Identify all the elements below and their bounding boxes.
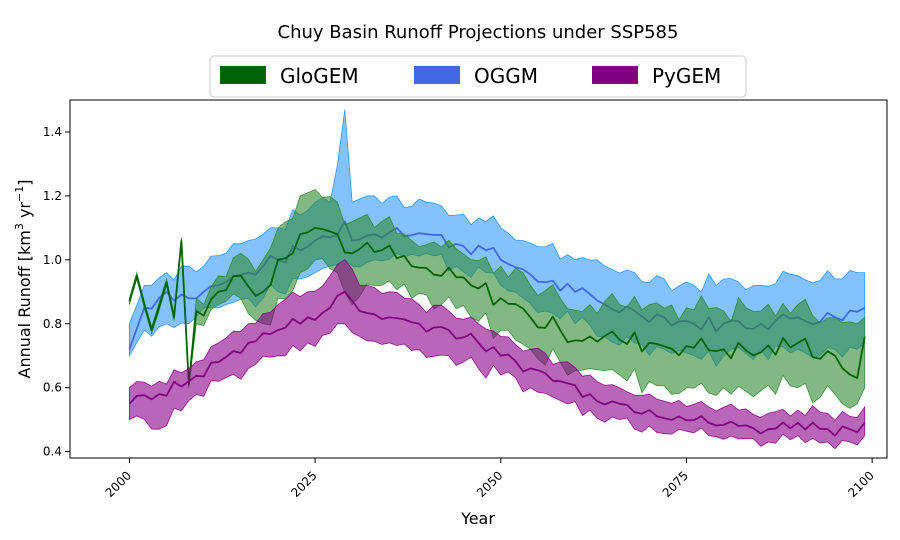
y-tick-label-1: 1.0 (43, 253, 62, 267)
legend-label-oggm: OGGM (474, 64, 538, 88)
x-tick-label-2025: 2025 (288, 468, 319, 499)
plot-frame (69, 99, 888, 459)
plot-area (69, 99, 888, 459)
glogem-median-line (128, 227, 866, 386)
chart-legend: GloGEM OGGM PyGEM (209, 55, 747, 98)
y-axis-label-mid: yr (15, 202, 34, 224)
y-axis-label-sup-neg1: −1 (13, 186, 26, 202)
legend-swatch-pygem (592, 66, 638, 84)
y-axis: 0.4 0.6 0.8 1.0 1.2 1.4 (43, 125, 70, 459)
y-axis-label: Annual Runoff [km3 yr−1] (13, 180, 34, 379)
legend-label-pygem: PyGEM (652, 64, 721, 88)
x-axis: 2000 2025 2050 2075 2100 (103, 458, 877, 500)
x-axis-label: Year (460, 509, 495, 528)
y-axis-label-sup-3: 3 (13, 223, 26, 230)
chart-title: Chuy Basin Runoff Projections under SSP5… (278, 22, 679, 43)
y-tick-label-0.8: 0.8 (43, 317, 62, 331)
y-tick-label-0.6: 0.6 (43, 381, 62, 395)
legend-label-glogem: GloGEM (280, 64, 359, 88)
x-tick-label-2075: 2075 (660, 468, 691, 499)
x-tick-label-2100: 2100 (845, 468, 876, 499)
y-tick-label-1.4: 1.4 (43, 125, 62, 139)
y-tick-label-0.4: 0.4 (43, 445, 62, 459)
pygem-median-line (128, 290, 866, 437)
x-tick-label-2000: 2000 (103, 468, 134, 499)
x-tick-label-2050: 2050 (474, 468, 505, 499)
y-axis-label-suffix: ] (15, 180, 34, 186)
y-tick-label-1.2: 1.2 (43, 189, 62, 203)
legend-swatch-oggm (414, 66, 460, 84)
pygem-range-band (129, 259, 866, 450)
legend-swatch-glogem (220, 66, 266, 84)
y-axis-label-prefix: Annual Runoff [km (15, 230, 34, 378)
